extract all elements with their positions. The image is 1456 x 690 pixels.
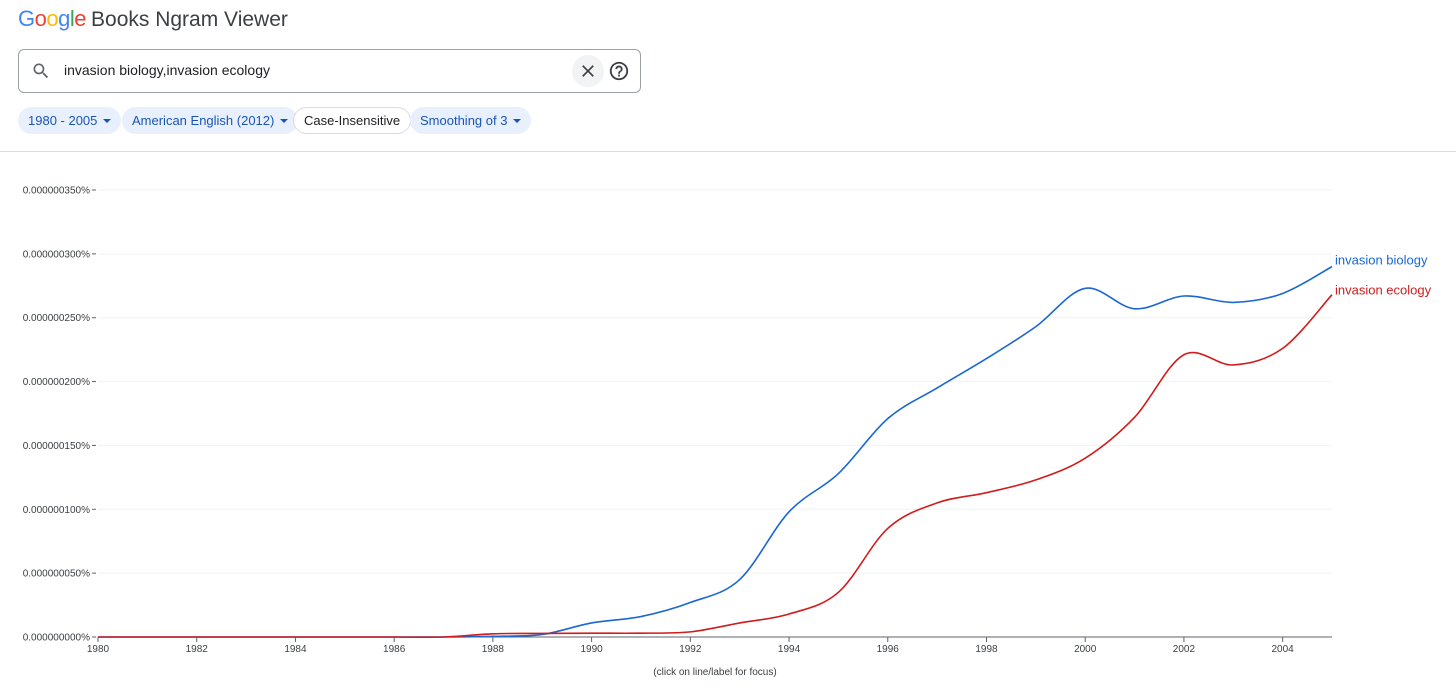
x-tick-label: 2002 xyxy=(1173,644,1196,655)
y-tick-label: 0.000000050% xyxy=(23,569,90,580)
y-tick-label: 0.000000250% xyxy=(23,313,90,324)
logo-letter: g xyxy=(58,6,70,31)
x-tick-label: 1998 xyxy=(975,644,998,655)
x-tick-label: 1982 xyxy=(186,644,209,655)
logo-letter: o xyxy=(34,6,47,31)
y-tick-label: 0.000000000% xyxy=(23,633,90,644)
chart-footnote: (click on line/label for focus) xyxy=(653,667,777,678)
x-tick-label: 1996 xyxy=(877,644,900,655)
chevron-down-icon xyxy=(513,119,522,123)
x-tick-label: 1984 xyxy=(284,644,307,655)
y-tick-label: 0.000000200% xyxy=(23,377,90,388)
logo-letter: o xyxy=(46,6,59,31)
x-tick-label: 2004 xyxy=(1272,644,1295,655)
series-line-invasion-ecology[interactable] xyxy=(98,294,1333,639)
app-title: Books Ngram Viewer xyxy=(91,8,288,31)
app-header: Google Books Ngram Viewer xyxy=(18,6,288,36)
chevron-down-icon xyxy=(280,119,289,123)
google-logo[interactable]: Google xyxy=(18,6,87,32)
case-label: Case-Insensitive xyxy=(304,113,401,128)
case-insensitive-toggle[interactable]: Case-Insensitive xyxy=(293,107,412,134)
chevron-down-icon xyxy=(103,119,112,123)
close-icon xyxy=(582,65,594,77)
series-label-invasion-biology[interactable]: invasion biology xyxy=(1335,253,1428,268)
smoothing-label: Smoothing of 3 xyxy=(420,113,508,128)
search-input[interactable]: invasion biology,invasion ecology xyxy=(64,62,270,78)
year-range-label: 1980 - 2005 xyxy=(28,113,98,128)
search-box[interactable]: invasion biology,invasion ecology xyxy=(18,49,641,93)
x-tick-label: 1980 xyxy=(87,644,110,655)
search-icon xyxy=(33,63,49,79)
y-tick-label: 0.000000100% xyxy=(23,505,90,516)
logo-letter: G xyxy=(18,6,35,31)
smoothing-dropdown[interactable]: Smoothing of 3 xyxy=(410,107,532,134)
logo-letter: l xyxy=(69,6,75,31)
x-tick-label: 1990 xyxy=(580,644,603,655)
series-label-invasion-ecology[interactable]: invasion ecology xyxy=(1335,283,1432,298)
corpus-label: American English (2012) xyxy=(132,113,275,128)
x-tick-label: 1988 xyxy=(482,644,505,655)
ngram-chart[interactable]: 0.000000350% 0.000000300% 0.000000250% 0.00… xyxy=(0,160,1456,670)
year-range-dropdown[interactable]: 1980 - 2005 xyxy=(18,107,122,134)
x-tick-label: 1986 xyxy=(383,644,406,655)
y-tick-label: 0.000000350% xyxy=(23,186,90,197)
y-tick-label: 0.000000150% xyxy=(23,441,90,452)
x-tick-label: 2000 xyxy=(1074,644,1097,655)
logo-letter: e xyxy=(74,6,87,31)
help-icon[interactable] xyxy=(608,60,630,82)
header-divider xyxy=(0,151,1456,152)
x-tick-label: 1992 xyxy=(679,644,702,655)
x-tick-label: 1994 xyxy=(778,644,801,655)
clear-search-button[interactable] xyxy=(572,55,604,87)
y-tick-label: 0.000000300% xyxy=(23,249,90,260)
corpus-dropdown[interactable]: American English (2012) xyxy=(122,107,299,134)
series-line-invasion-biology[interactable] xyxy=(98,265,1333,638)
